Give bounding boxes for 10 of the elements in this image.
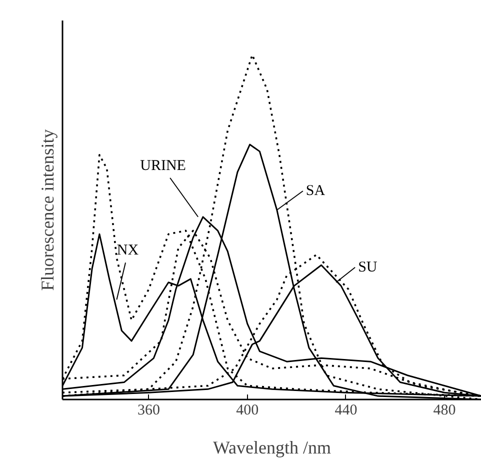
annotation: NX [116,242,139,259]
annotation: SA [306,183,326,199]
annotation: SU [358,259,378,276]
x-tick-label: 360 [138,402,160,418]
x-tick-label: 440 [334,402,358,418]
x-axis-title: Wavelength /nm [212,438,332,458]
x-tick-label: 480 [433,402,456,418]
y-axis-title: Fluorescence intensity [38,129,58,291]
annotation: URINE [140,158,186,174]
x-tick-label: 400 [236,402,259,418]
